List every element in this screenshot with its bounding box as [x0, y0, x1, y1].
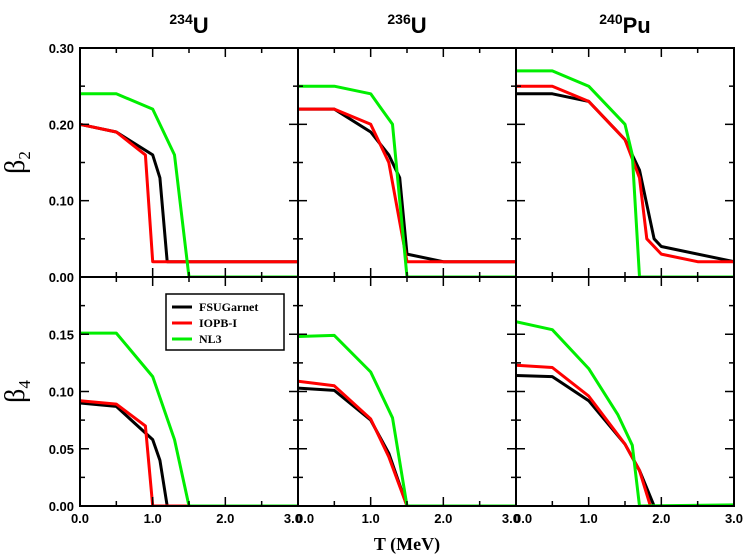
series-line-nl3 — [80, 92, 298, 277]
legend-label-fsugarnet: FSUGarnet — [199, 300, 258, 314]
panel-r1-c1 — [298, 333, 516, 506]
panel-r0-c1 — [298, 84, 516, 277]
panel-frame — [515, 47, 735, 278]
panel-series — [80, 331, 298, 506]
mass-number: 234 — [169, 11, 193, 27]
y-tick-label: 0.15 — [49, 327, 74, 342]
column-title-236u: 236U — [387, 11, 426, 38]
labels-layer: 0.00 0.10 0.20 0.30 0.00 0.05 0.10 0.15 0.0 1.0 2.… — [0, 11, 743, 555]
element-symbol: U — [193, 13, 209, 38]
y-label-main: β — [0, 389, 31, 403]
series-line-nl3 — [298, 333, 516, 506]
y-axis-label-row-1: β4 — [0, 380, 34, 403]
panel-series — [80, 92, 298, 277]
x-tick-label: 3.0 — [725, 511, 743, 526]
x-tick-label: 0.0 — [71, 511, 89, 526]
series-line-fsugarnet — [80, 122, 298, 264]
series-line-fsugarnet — [80, 401, 298, 506]
y-label-sub: 4 — [15, 380, 34, 389]
y-tick-label: 0.05 — [49, 442, 74, 457]
x-axis-label: T (MeV) — [374, 534, 440, 555]
series-line-iopb-i — [298, 379, 516, 506]
mass-number: 240 — [599, 11, 623, 27]
panel-frame — [515, 276, 735, 507]
element-symbol: Pu — [623, 13, 651, 38]
y-axis-label-row-0: β2 — [0, 151, 34, 174]
y-tick-label: 0.10 — [49, 194, 74, 209]
legend-label-iopb-i: IOPB-I — [199, 316, 237, 330]
series-line-nl3 — [298, 84, 516, 277]
panel-series — [298, 84, 516, 277]
column-title-234u: 234U — [169, 11, 208, 38]
x-tick-label: 3.0 — [502, 511, 520, 526]
panel-r0-c2 — [516, 69, 734, 277]
series-line-nl3 — [516, 320, 734, 506]
x-tick-label: 3.0 — [284, 511, 302, 526]
y-label-main: β — [0, 160, 31, 174]
series-line-fsugarnet — [298, 107, 516, 264]
series-line-fsugarnet — [516, 92, 734, 264]
series-line-iopb-i — [516, 84, 734, 264]
panel-frame — [79, 47, 299, 278]
mass-number: 236 — [387, 11, 411, 27]
series-line-iopb-i — [298, 107, 516, 264]
series-line-fsugarnet — [298, 386, 516, 506]
series-line-nl3 — [516, 69, 734, 277]
series-line-fsugarnet — [516, 374, 734, 506]
y-tick-label: 0.20 — [49, 117, 74, 132]
y-axis-label: β4 — [0, 380, 34, 403]
x-tick-label: 1.0 — [144, 511, 162, 526]
series-line-iopb-i — [80, 399, 298, 506]
panel-series — [516, 320, 734, 506]
x-tick-label: 2.0 — [652, 511, 670, 526]
column-title-240pu: 240Pu — [599, 11, 650, 38]
panel-r1-c0 — [80, 331, 298, 506]
legend-label-nl3: NL3 — [199, 332, 222, 346]
element-symbol: U — [411, 13, 427, 38]
x-tick-label: 1.0 — [580, 511, 598, 526]
y-tick-label: 0.10 — [49, 385, 74, 400]
panel-r1-c2 — [516, 320, 734, 506]
x-tick-label: 2.0 — [434, 511, 452, 526]
series-line-iopb-i — [516, 363, 734, 506]
x-tick-label: 1.0 — [362, 511, 380, 526]
y-tick-label: 0.30 — [49, 41, 74, 56]
y-tick-label: 0.00 — [49, 499, 74, 514]
y-axis-label: β2 — [0, 151, 34, 174]
series-line-nl3 — [80, 331, 298, 506]
panel-series — [516, 69, 734, 277]
series-line-iopb-i — [80, 122, 298, 264]
x-tick-label: 2.0 — [216, 511, 234, 526]
x-tick-label: 0.0 — [296, 511, 314, 526]
x-tick-label: 0.0 — [514, 511, 532, 526]
panel-r0-c0 — [80, 92, 298, 277]
legend: FSUGarnet IOPB-I NL3 — [165, 293, 285, 351]
y-tick-label: 0.00 — [49, 270, 74, 285]
y-label-sub: 2 — [15, 151, 34, 160]
panels-layer — [79, 47, 735, 507]
panel-series — [298, 333, 516, 506]
